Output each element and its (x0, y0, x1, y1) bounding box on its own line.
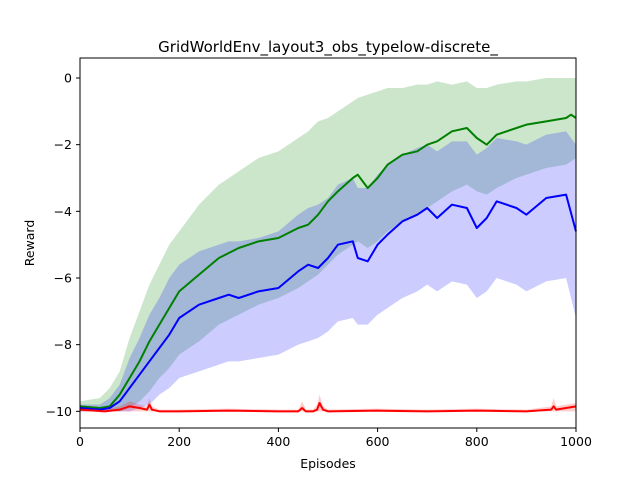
series-2-line (79, 402, 577, 413)
series-0-band (80, 78, 576, 412)
chart-title: GridWorldEnv_layout3_obs_typelow-discret… (158, 38, 498, 57)
plot-area (79, 78, 577, 413)
x-tick-label: 1000 (560, 434, 592, 449)
x-tick-label: 800 (465, 434, 489, 449)
y-tick-label: 0 (64, 71, 72, 86)
x-tick-label: 200 (167, 434, 191, 449)
y-tick-label: −4 (54, 204, 72, 219)
series-2-band (80, 394, 576, 412)
x-axis: 0 200 400 600 800 1000 (76, 428, 592, 449)
y-tick-label: −2 (54, 137, 72, 152)
x-axis-label: Episodes (300, 456, 356, 471)
x-tick-label: 400 (266, 434, 290, 449)
series-0-line (79, 113, 577, 409)
y-tick-label: −6 (54, 271, 72, 286)
x-tick-label: 0 (76, 434, 84, 449)
y-tick-label: −8 (54, 337, 72, 352)
series-1-band (80, 131, 576, 412)
x-tick-label: 600 (366, 434, 390, 449)
series-1-line (79, 193, 577, 411)
plot-frame (79, 57, 577, 429)
y-axis: 0 −2 −4 −6 −8 −10 (46, 71, 80, 419)
y-tick-label: −10 (46, 404, 72, 419)
y-axis-label: Reward (22, 220, 37, 267)
